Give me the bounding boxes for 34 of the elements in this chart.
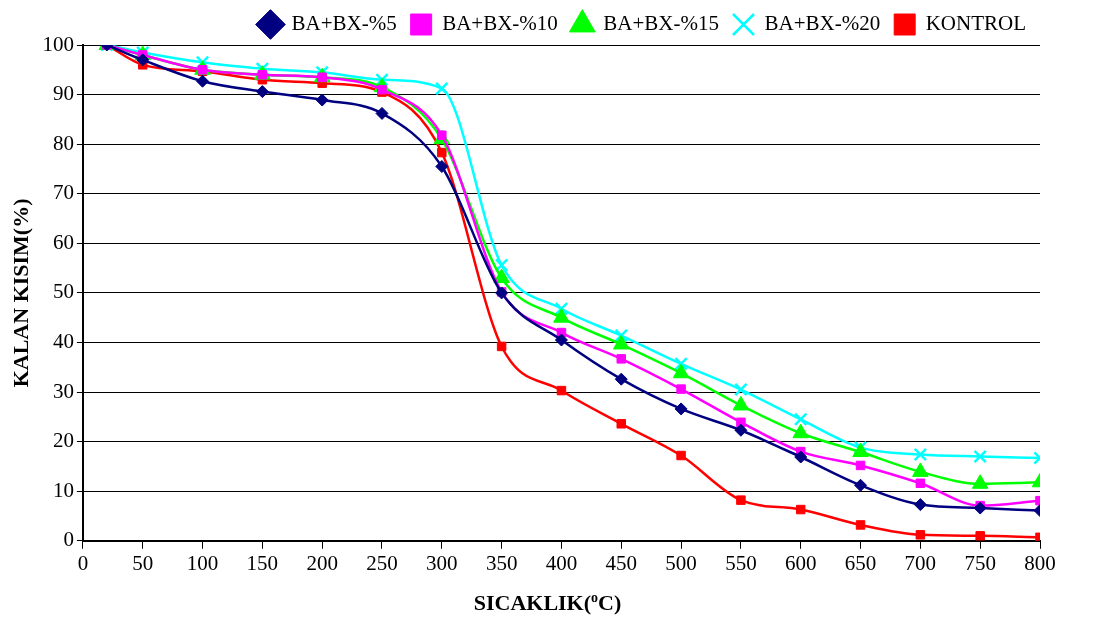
y-tick-label: 90 [52,81,74,106]
x-tick-label: 250 [366,550,398,575]
x-tick-label: 800 [1024,550,1056,575]
x-tick-label: 750 [964,550,996,575]
y-tick-label: 10 [52,477,74,502]
legend-label: BA+BX-%10 [442,11,558,36]
x-tick-label: 300 [426,550,458,575]
x-tick-label: 100 [186,550,219,575]
y-tick-label: 0 [63,527,74,552]
x-tick-label: 350 [485,550,518,575]
y-tick-label: 60 [52,229,74,254]
x-tick-label: 200 [306,550,338,575]
x-tick-label: 650 [844,550,877,575]
y-axis-title: KALAN KISIM(%) [7,198,33,388]
y-tick-label: 70 [52,180,74,205]
legend-label: KONTROL [925,11,1026,36]
x-tick-label: 550 [725,550,757,575]
y-tick-label: 100 [42,31,74,56]
y-tick-label: 80 [52,130,74,155]
legend-label: BA+BX-%20 [764,11,881,36]
legend-label: BA+BX-%5 [291,11,397,36]
x-tick-label: 500 [665,550,697,575]
y-tick-label: 30 [52,378,74,403]
x-tick-label: 600 [784,550,817,575]
x-tick-label: 50 [132,550,154,575]
x-axis-title: SICAKLIK($^{o}$C) [472,590,623,617]
y-tick-label: 50 [52,279,74,304]
x-tick-label: 450 [605,550,638,575]
x-tick-label: 400 [545,550,578,575]
x-tick-label: 150 [246,550,279,575]
y-tick-label: 40 [52,329,74,353]
x-tick-label: 700 [904,550,937,575]
legend-label: BA+BX-%15 [603,11,720,36]
y-tick-label: 20 [52,428,74,453]
